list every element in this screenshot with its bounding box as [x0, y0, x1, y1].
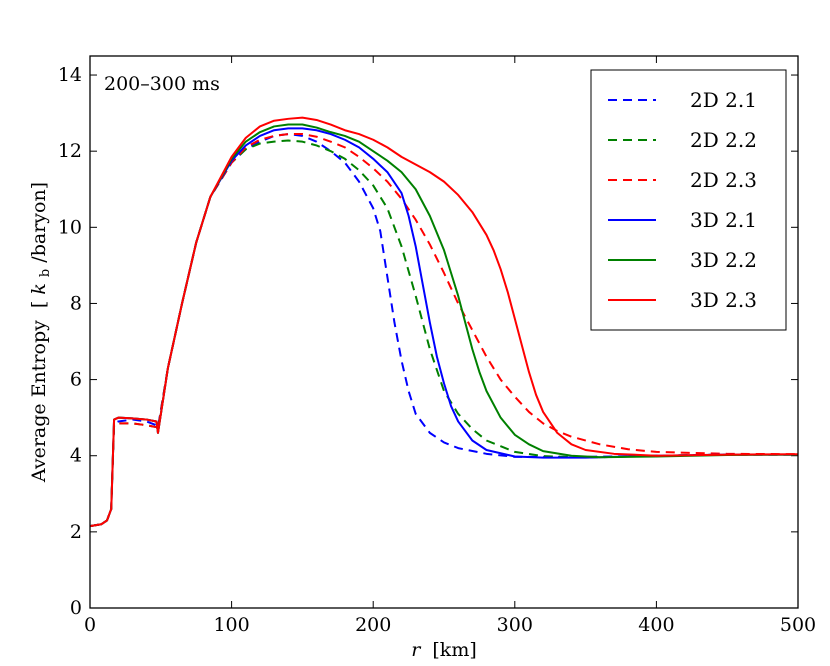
y-axis-k: k — [28, 283, 50, 295]
y-axis-sub: b — [38, 269, 53, 277]
plot-frame — [89, 55, 799, 609]
x-tick-label-500: 500 — [780, 614, 816, 636]
series-line-2d-2-3 — [89, 133, 799, 528]
x-tick-label-0: 0 — [84, 614, 96, 636]
legend: 2D 2.1 2D 2.2 2D 2.3 3D 2.1 3D 2.2 3D 2.3 — [590, 69, 787, 331]
y-axis-text: Average Entropy — [28, 320, 50, 483]
y-axis-open: [ — [28, 301, 50, 308]
series-line-2d-2-1 — [89, 133, 798, 528]
legend-label-2d-2-1: 2D 2.1 — [690, 88, 757, 112]
legend-box — [590, 69, 787, 331]
x-tick-label-100: 100 — [213, 614, 249, 636]
svg-text:r [km]: r [km] — [411, 639, 477, 661]
legend-label-3d-2-3: 3D 2.3 — [690, 288, 757, 312]
y-tick-label-10: 10 — [58, 216, 82, 238]
x-axis-unit: [km] — [432, 639, 476, 661]
x-axis-label: r [km] — [411, 639, 477, 661]
series-group — [89, 116, 799, 528]
x-tick-label-300: 300 — [497, 614, 533, 636]
y-tick-label-12: 12 — [58, 140, 82, 162]
legend-label-3d-2-1: 3D 2.1 — [690, 208, 757, 232]
x-tick-label-200: 200 — [355, 614, 391, 636]
y-tick-label-4: 4 — [70, 445, 82, 467]
y-tick-label-8: 8 — [70, 292, 82, 314]
series-line-3d-2-3 — [89, 116, 799, 528]
y-tick-label-2: 2 — [70, 521, 82, 543]
time-annotation: 200–300 ms — [104, 73, 220, 95]
svg-text:Average Entropy [: Average Entropy [ k b /baryon] — [28, 182, 54, 483]
legend-label-2d-2-3: 2D 2.3 — [690, 168, 757, 192]
x-axis-var: r — [411, 639, 422, 661]
y-tick-label-6: 6 — [70, 369, 82, 391]
y-tick-label-0: 0 — [70, 597, 82, 619]
y-axis-label: Average Entropy [ k b /baryon] — [28, 182, 54, 483]
y-axis-close: /baryon] — [28, 182, 50, 263]
y-tick-label-14: 14 — [58, 64, 82, 86]
ticks: 0 100 200 300 400 500 0 2 4 6 8 10 12 14 — [58, 56, 816, 636]
legend-label-3d-2-2: 3D 2.2 — [690, 248, 757, 272]
legend-label-2d-2-2: 2D 2.2 — [690, 128, 757, 152]
x-tick-label-400: 400 — [638, 614, 674, 636]
